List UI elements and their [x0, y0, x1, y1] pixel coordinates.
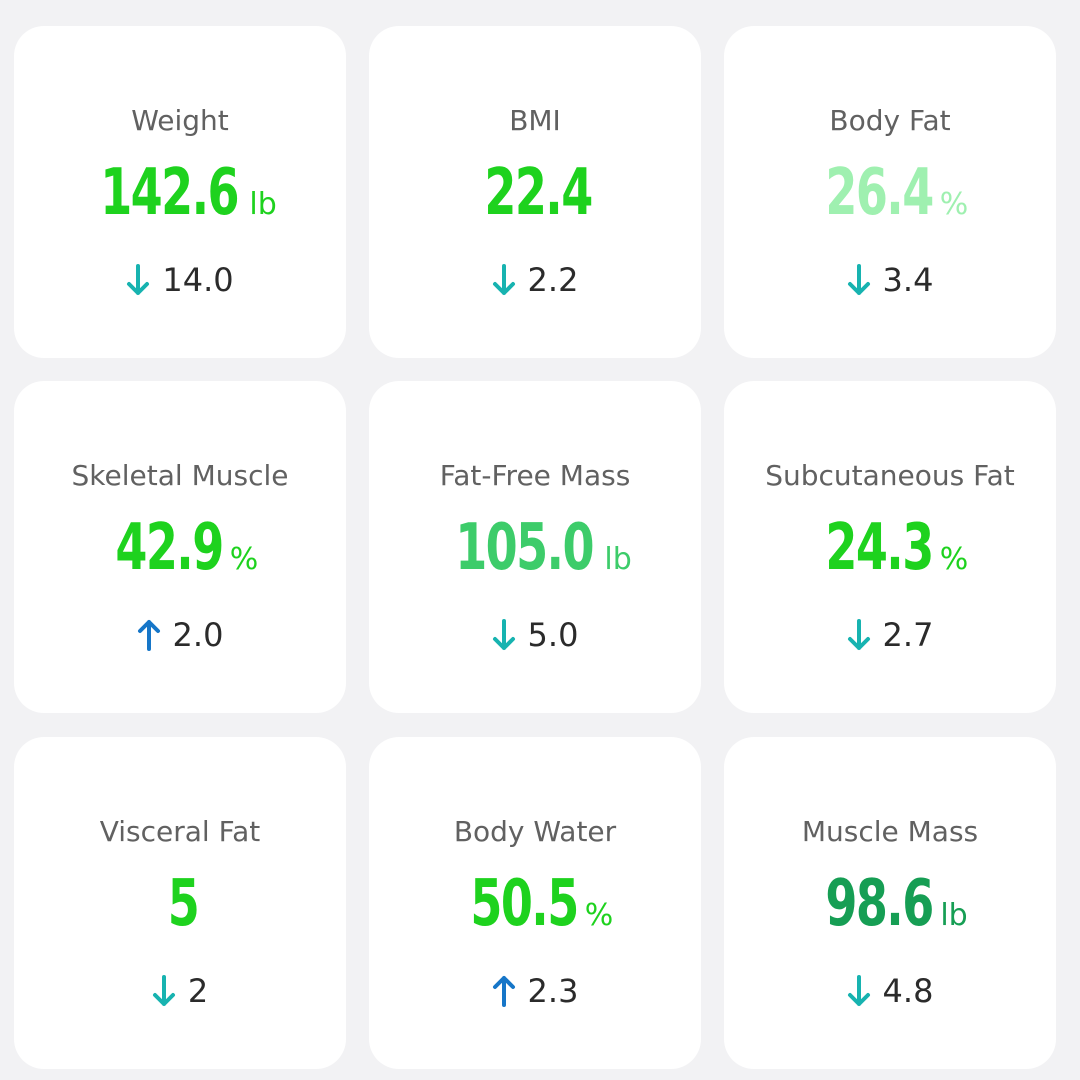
metric-value-row: 22.4 [369, 148, 701, 238]
metric-card-body-water[interactable]: Body Water 50.5 % 2.3 [369, 737, 701, 1069]
arrow-down-icon [127, 264, 150, 295]
metric-label: Weight [131, 104, 229, 137]
metric-value-row: 26.4 % [724, 148, 1056, 238]
metric-label: Muscle Mass [801, 815, 979, 848]
arrow-down-icon [152, 975, 175, 1006]
metric-value-row: 5 [14, 859, 346, 949]
arrow-down-icon [492, 619, 515, 650]
metric-unit: lb [940, 898, 968, 933]
arrow-up-icon [492, 976, 515, 1007]
metric-delta-row: 2.0 [14, 613, 346, 657]
metric-label: Subcutaneous Fat [765, 459, 1015, 492]
metric-delta: 4.8 [882, 972, 934, 1010]
metric-delta: 2 [187, 972, 209, 1010]
metric-delta-row: 2.3 [369, 969, 701, 1013]
metric-card-bmi[interactable]: BMI 22.4 2.2 [369, 26, 701, 358]
metric-delta-row: 14.0 [14, 258, 346, 302]
metric-unit: lb [604, 542, 632, 577]
metric-value: 142.6 [100, 156, 239, 230]
metric-value-row: 98.6 lb [724, 859, 1056, 949]
metric-delta-row: 2 [14, 969, 346, 1013]
metric-unit: % [229, 542, 259, 577]
metric-value: 22.4 [484, 156, 593, 230]
metric-unit: lb [249, 187, 277, 222]
metric-delta: 14.0 [162, 261, 234, 299]
metric-value: 42.9 [115, 511, 224, 585]
metric-delta: 3.4 [882, 261, 934, 299]
metric-card-body-fat[interactable]: Body Fat 26.4 % 3.4 [724, 26, 1056, 358]
metric-card-fat-free-mass[interactable]: Fat-Free Mass 105.0 lb 5.0 [369, 381, 701, 713]
arrow-down-icon [847, 264, 870, 295]
metric-value: 5 [167, 867, 200, 941]
metric-label: Visceral Fat [99, 815, 261, 848]
arrow-down-icon [492, 264, 515, 295]
metric-delta-row: 2.2 [369, 258, 701, 302]
arrow-down-icon [847, 619, 870, 650]
metric-label: BMI [509, 104, 561, 137]
metric-label: Body Water [453, 815, 617, 848]
metric-delta: 2.2 [527, 261, 579, 299]
metric-delta-row: 4.8 [724, 969, 1056, 1013]
metric-value: 24.3 [825, 511, 934, 585]
metric-value-row: 42.9 % [14, 503, 346, 593]
metric-card-subcutaneous-fat[interactable]: Subcutaneous Fat 24.3 % 2.7 [724, 381, 1056, 713]
metric-delta: 2.3 [527, 972, 579, 1010]
metric-value: 98.6 [825, 867, 935, 941]
metric-value-row: 142.6 lb [14, 148, 346, 238]
arrow-up-icon [137, 620, 160, 651]
metric-label: Body Fat [829, 104, 951, 137]
metric-card-weight[interactable]: Weight 142.6 lb 14.0 [14, 26, 346, 358]
metric-unit: % [939, 187, 969, 222]
metric-value: 26.4 [825, 156, 934, 230]
metric-value: 50.5 [470, 867, 579, 941]
metric-value-row: 50.5 % [369, 859, 701, 949]
metric-delta: 2.7 [882, 616, 934, 654]
metric-label: Skeletal Muscle [71, 459, 289, 492]
metric-delta: 2.0 [172, 616, 224, 654]
metric-value-row: 24.3 % [724, 503, 1056, 593]
metric-card-muscle-mass[interactable]: Muscle Mass 98.6 lb 4.8 [724, 737, 1056, 1069]
metric-delta-row: 2.7 [724, 613, 1056, 657]
metric-delta: 5.0 [527, 616, 579, 654]
arrow-down-icon [847, 975, 870, 1006]
metric-card-skeletal-muscle[interactable]: Skeletal Muscle 42.9 % 2.0 [14, 381, 346, 713]
metric-value-row: 105.0 lb [369, 503, 701, 593]
metric-label: Fat-Free Mass [439, 459, 631, 492]
metric-delta-row: 3.4 [724, 258, 1056, 302]
metric-delta-row: 5.0 [369, 613, 701, 657]
metric-card-visceral-fat[interactable]: Visceral Fat 5 2 [14, 737, 346, 1069]
metric-unit: % [584, 898, 614, 933]
metric-value: 105.0 [455, 511, 594, 585]
metric-unit: % [939, 542, 969, 577]
